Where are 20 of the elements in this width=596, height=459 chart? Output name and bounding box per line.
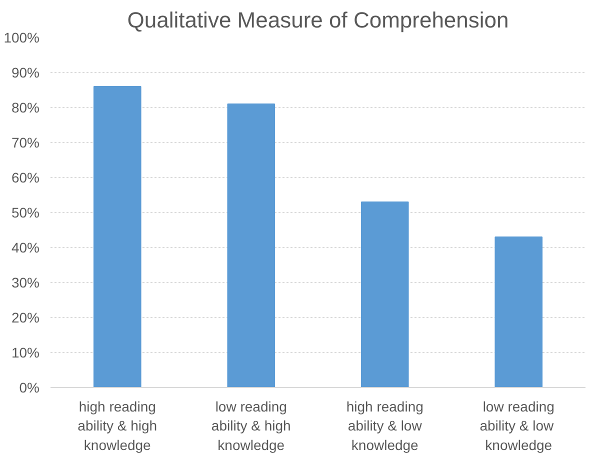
bar: [360, 202, 409, 388]
bar: [227, 104, 276, 388]
y-tick-label: 30%: [11, 274, 40, 290]
y-tick-label: 0%: [19, 380, 40, 396]
x-tick-label: low reading ability & low knowledge: [480, 398, 555, 453]
y-tick-label: 80%: [11, 100, 40, 116]
chart-title: Qualitative Measure of Comprehension: [127, 8, 509, 32]
y-tick-label: 20%: [11, 310, 40, 326]
y-tick-label: 70%: [11, 134, 40, 150]
x-tick-label: high reading ability & low knowledge: [346, 398, 424, 453]
x-tick-label: low reading ability & high knowledge: [211, 398, 291, 453]
x-tick-label: high reading ability & high knowledge: [78, 398, 158, 453]
bar: [93, 86, 142, 388]
y-tick-label: 40%: [11, 240, 40, 256]
bar: [494, 236, 543, 388]
y-tick-label: 10%: [11, 344, 40, 360]
y-tick-label: 60%: [11, 170, 40, 186]
y-tick-label: 90%: [11, 64, 40, 80]
y-tick-label: 50%: [11, 204, 40, 220]
y-tick-label: 100%: [4, 30, 40, 46]
